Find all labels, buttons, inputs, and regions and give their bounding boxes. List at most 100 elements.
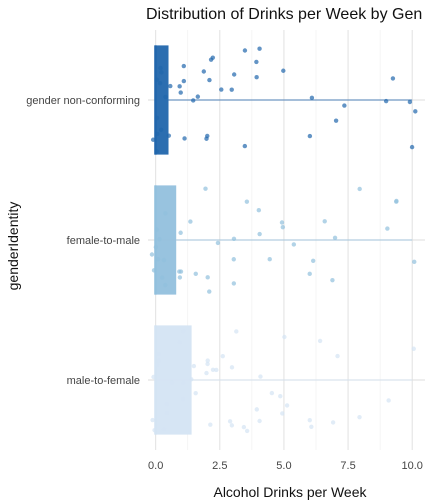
data-point [219,87,224,92]
data-point [154,115,160,121]
data-point [267,256,272,262]
y-axis-label: genderIdentity [5,202,21,291]
y-tick-label: female-to-male [67,235,140,247]
data-point [191,363,197,369]
data-point [307,417,312,423]
data-point [332,235,338,240]
data-point [189,377,194,382]
chart-title: Distribution of Drinks per Week by Gen [146,6,422,23]
data-point [168,83,173,89]
data-point [322,219,327,224]
data-point [385,226,390,231]
data-point [244,199,250,204]
y-tick-labels: gender non-conforming female-to-male male-… [26,95,140,387]
data-point [242,143,248,149]
data-point [229,87,234,92]
data-point [153,244,159,250]
data-point [163,211,168,216]
data-point [330,420,336,425]
data-point [150,417,155,423]
box [154,185,177,295]
data-point [390,76,396,81]
data-point [177,84,182,89]
data-point [357,414,362,420]
data-point [227,419,233,424]
data-point [155,257,161,262]
data-point [412,259,417,265]
data-point [386,398,391,403]
data-point [188,219,193,224]
data-point [154,149,159,154]
data-point [159,275,165,280]
data-point [210,55,216,60]
data-point [229,365,235,370]
data-point [207,77,212,83]
data-point [231,257,236,262]
data-point [281,68,286,73]
data-point [257,231,262,237]
data-point [181,329,186,334]
data-point [159,70,164,75]
data-point [156,358,162,363]
data-point [177,275,183,280]
data-point [257,418,262,424]
x-tick-label: 5.0 [276,460,291,472]
data-point [193,271,198,277]
data-point [383,98,389,104]
data-point [258,374,263,379]
data-point [178,90,183,95]
data-point [151,268,157,273]
data-point [205,133,210,139]
data-point [157,237,162,242]
x-axis-label: Alcohol Drinks per Week [213,484,367,500]
data-point [335,353,340,359]
data-point [254,59,259,65]
data-point [279,220,285,225]
data-point [280,224,286,230]
x-tick-label: 7.5 [340,460,355,472]
series-layer [149,45,418,435]
data-point [180,396,186,402]
data-point [284,403,290,408]
box [154,325,192,435]
data-point [309,95,315,101]
data-point [234,329,239,334]
data-point [205,361,210,367]
data-point [161,257,167,263]
data-point [244,428,250,434]
data-point [278,394,283,399]
data-point [411,346,416,351]
data-point [214,367,219,373]
y-tick-label: gender non-conforming [26,95,140,107]
data-point [210,367,216,373]
data-point [307,133,313,139]
data-point [207,289,212,294]
data-point [203,186,208,191]
data-point [269,390,275,396]
data-point [309,424,314,430]
data-point [205,275,210,280]
series-male-to-female [150,325,416,435]
data-point [342,103,347,108]
series-female-to-male [149,185,417,295]
data-point [280,411,285,416]
data-point [195,94,201,99]
x-tick-label: 2.5 [212,460,227,472]
data-point [254,75,259,80]
data-point [180,380,186,385]
data-point [407,99,413,105]
data-point [151,374,156,380]
data-point [177,340,182,345]
data-point [163,94,168,100]
data-point [242,48,248,53]
data-point [158,65,163,71]
data-point [231,281,237,286]
series-gender-non-conforming [150,45,418,155]
data-point [241,424,247,430]
data-point [208,422,213,427]
x-tick-label: 10.0 [401,460,422,472]
data-point [330,277,335,283]
data-point [163,282,168,288]
data-point [169,380,175,385]
